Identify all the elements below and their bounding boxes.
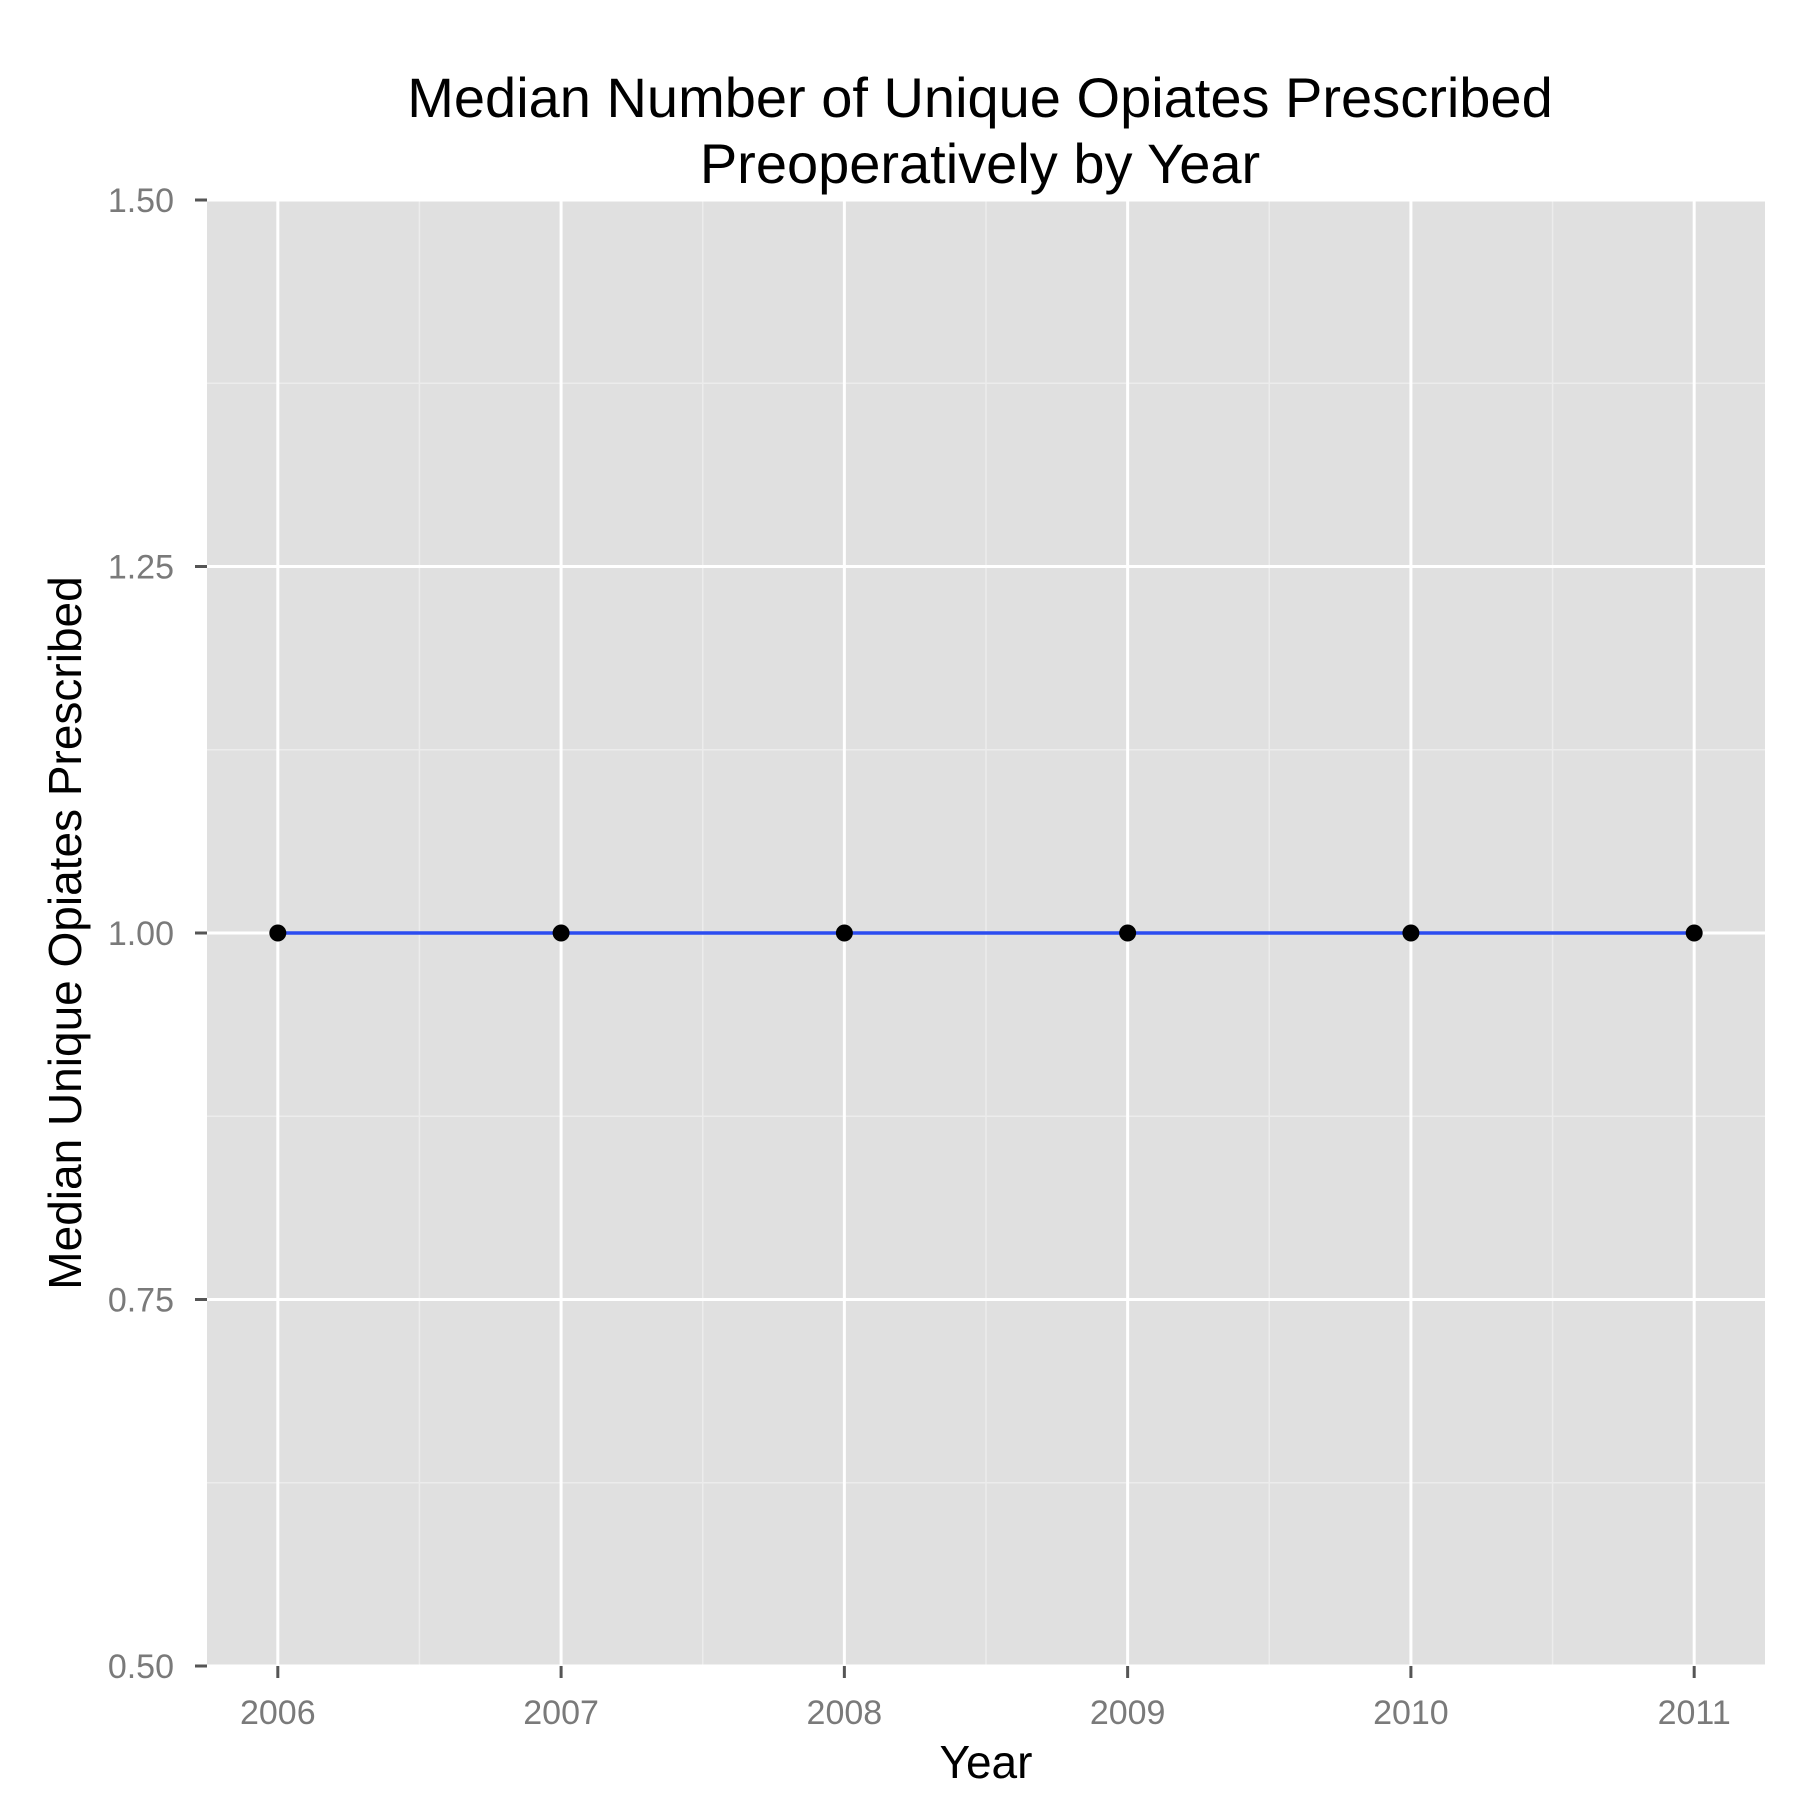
y-tick-label: 1.25 [108, 549, 174, 587]
x-tick-label: 2011 [1658, 1694, 1731, 1732]
y-tick-label: 1.50 [108, 182, 174, 220]
data-point [835, 924, 853, 942]
x-axis-title: Year [940, 1736, 1033, 1788]
y-tick-label: 0.50 [108, 1648, 174, 1686]
y-tick-label: 0.75 [108, 1282, 174, 1320]
x-tick-labels: 2006 2007 2008 2009 2010 2011 [240, 1694, 1731, 1732]
x-tick-label: 2007 [523, 1694, 599, 1732]
data-point [552, 924, 570, 942]
data-point [1119, 924, 1137, 942]
data-series [269, 924, 1703, 942]
x-tick-label: 2008 [807, 1694, 883, 1732]
data-point [1685, 924, 1703, 942]
data-point [1402, 924, 1420, 942]
chart-title-line-2: Preoperatively by Year [700, 132, 1260, 195]
chart-title-line-1: Median Number of Unique Opiates Prescrib… [407, 66, 1552, 129]
x-tick-label: 2006 [240, 1694, 316, 1732]
data-point [269, 924, 287, 942]
axis-ticks [195, 198, 1696, 1678]
x-tick-label: 2010 [1373, 1694, 1449, 1732]
y-tick-label: 1.00 [108, 915, 174, 953]
x-tick-label: 2009 [1090, 1694, 1166, 1732]
y-axis-title: Median Unique Opiates Prescribed [39, 576, 91, 1289]
y-tick-labels: 1.50 1.25 1.00 0.75 0.50 [108, 182, 174, 1686]
